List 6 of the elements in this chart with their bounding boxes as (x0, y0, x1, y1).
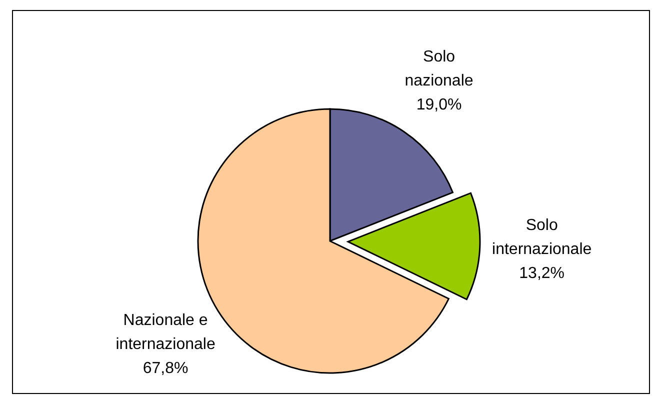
data-label: 19,0% (416, 96, 462, 114)
slice-label: Solo nazionale (404, 48, 474, 90)
data-label: 67,8% (142, 359, 188, 376)
data-label: 13,2% (519, 264, 565, 282)
slice-label: Nazionale e internazionale (116, 311, 216, 352)
slice-label: Solo internazionale (492, 216, 592, 258)
